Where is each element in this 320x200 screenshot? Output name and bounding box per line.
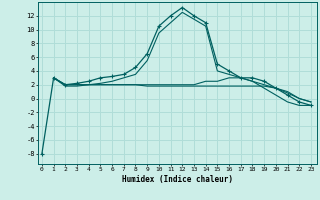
X-axis label: Humidex (Indice chaleur): Humidex (Indice chaleur) <box>122 175 233 184</box>
